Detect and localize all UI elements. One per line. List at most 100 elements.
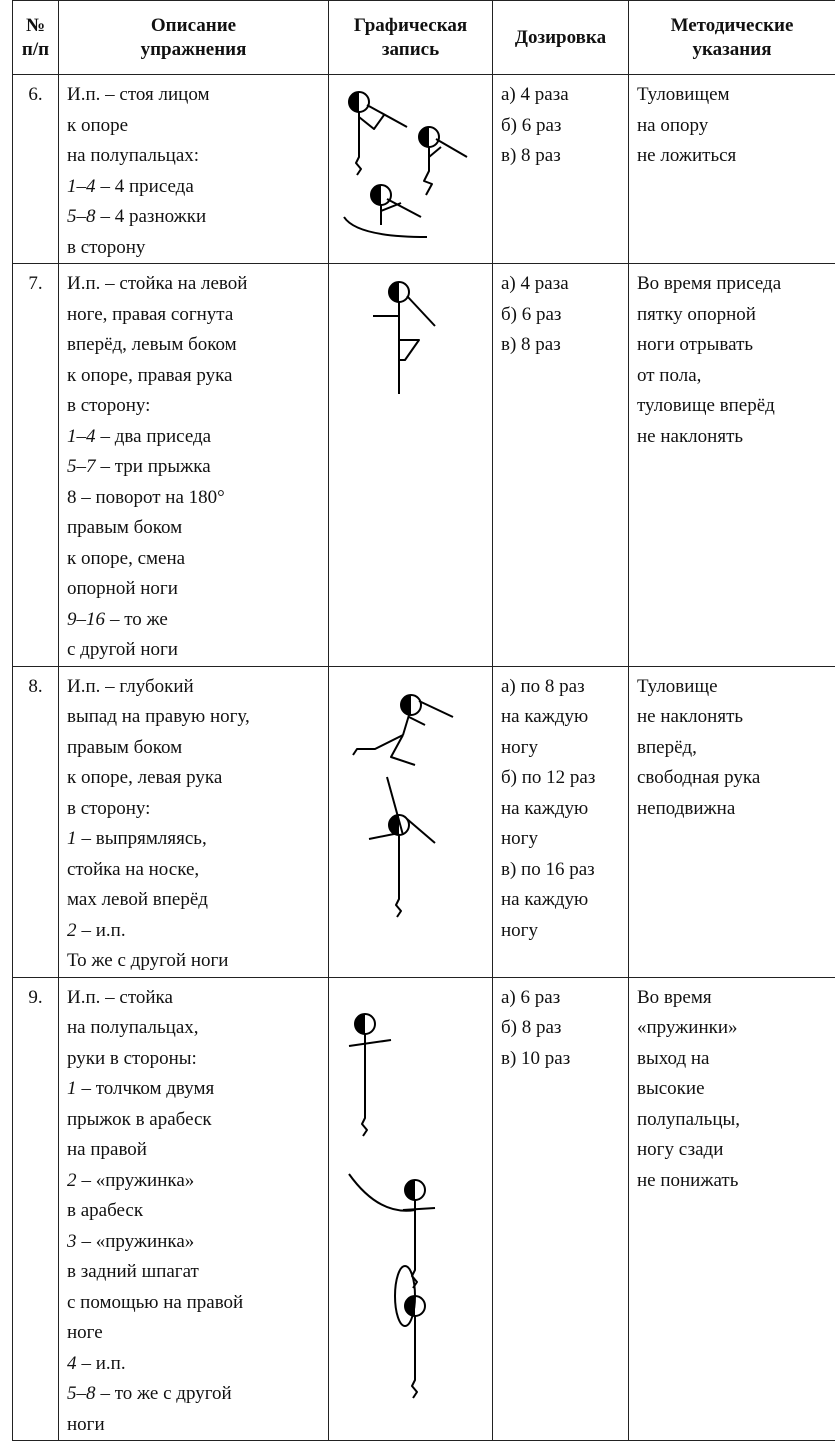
description-line: 5–7– три прыжка <box>67 452 328 483</box>
description-line: 5–8– то же с другой <box>67 1379 328 1410</box>
notes-line: ноги отрывать <box>637 330 835 361</box>
notes-line: ногу сзади <box>637 1135 835 1166</box>
description-line: на правой <box>67 1135 328 1166</box>
row-number: 8. <box>13 667 58 703</box>
description-line: к опоре <box>67 111 328 142</box>
dosage-line: а) по 8 раз <box>501 672 628 703</box>
notes-line: на опору <box>637 111 835 142</box>
description-line: выпад на правую ногу, <box>67 702 328 733</box>
figure-cell <box>329 666 493 977</box>
header-line: п/п <box>13 38 58 62</box>
description-line: И.п. – стойка на левой <box>67 269 328 300</box>
count-text: – «пружинка» <box>82 1170 195 1191</box>
description-line: в арабеск <box>67 1196 328 1227</box>
header-line: Описание <box>59 14 328 38</box>
notes-line: Во время <box>637 983 835 1014</box>
stick-figure <box>329 264 493 631</box>
count: 1–4 <box>67 426 96 447</box>
description-line: И.п. – стоя лицом <box>67 80 328 111</box>
header-line: запись <box>329 38 492 62</box>
figure-cell <box>329 977 493 1441</box>
description-line: мах левой вперёд <box>67 885 328 916</box>
description-line: 1–4– 4 приседа <box>67 172 328 203</box>
notes-line: Туловище <box>637 672 835 703</box>
description-line: 3– «пружинка» <box>67 1227 328 1258</box>
description-line: к опоре, смена <box>67 544 328 575</box>
description-line: 4– и.п. <box>67 1349 328 1380</box>
description-line: в сторону: <box>67 391 328 422</box>
notes-line: неподвижна <box>637 794 835 825</box>
count-text: – «пружинка» <box>82 1231 195 1252</box>
dosage-line: ногу <box>501 733 628 764</box>
dosage-line: в) 8 раз <box>501 141 628 172</box>
stick-figure <box>329 667 493 952</box>
description-line: к опоре, левая рука <box>67 763 328 794</box>
notes-line: туловище вперёд <box>637 391 835 422</box>
description-line: прыжок в арабеск <box>67 1105 328 1136</box>
description-line: 5–8– 4 разножки <box>67 202 328 233</box>
row-number: 7. <box>13 264 58 300</box>
dosage-line: ногу <box>501 824 628 855</box>
count: 2 <box>67 1170 77 1191</box>
notes-line: «пружинки» <box>637 1013 835 1044</box>
dosage-line: в) 10 раз <box>501 1044 628 1075</box>
count-text: – выпрямляясь, <box>82 828 207 849</box>
description-line: с другой ноги <box>67 635 328 666</box>
description-line: 2– и.п. <box>67 916 328 947</box>
dosage-line: в) по 16 раз <box>501 855 628 886</box>
description-line: стойка на носке, <box>67 855 328 886</box>
stick-figure <box>329 75 493 243</box>
notes-line: свободная рука <box>637 763 835 794</box>
description-line: 8 – поворот на 180° <box>67 483 328 514</box>
notes-line: не наклонять <box>637 422 835 453</box>
count: 5–7 <box>67 456 96 477</box>
notes-line: выход на <box>637 1044 835 1075</box>
description-line: опорной ноги <box>67 574 328 605</box>
description-line: на полупальцах: <box>67 141 328 172</box>
description-line: с помощью на правой <box>67 1288 328 1319</box>
count: 4 <box>67 1353 77 1374</box>
count-text: – 4 приседа <box>101 176 194 197</box>
dosage-line: на каждую <box>501 794 628 825</box>
description-line: правым боком <box>67 513 328 544</box>
description-line: 1– толчком двумя <box>67 1074 328 1105</box>
count-text: – толчком двумя <box>82 1078 215 1099</box>
dosage-line: на каждую <box>501 885 628 916</box>
count: 5–8 <box>67 206 96 227</box>
row-number: 9. <box>13 978 58 1014</box>
dosage-line: а) 6 раз <box>501 983 628 1014</box>
description-line: вперёд, левым боком <box>67 330 328 361</box>
description-line: 2– «пружинка» <box>67 1166 328 1197</box>
notes-line: пятку опорной <box>637 300 835 331</box>
header-line: указания <box>629 38 835 62</box>
dosage-line: в) 8 раз <box>501 330 628 361</box>
number-cell: 7. <box>13 264 59 667</box>
notes-line: от пола, <box>637 361 835 392</box>
row-number: 6. <box>13 75 58 111</box>
description-line: в сторону <box>67 233 328 264</box>
figure-cell <box>329 264 493 667</box>
header-cell: Дозировка <box>493 1 629 75</box>
dosage-line: на каждую <box>501 702 628 733</box>
count: 9–16 <box>67 609 105 630</box>
count: 5–8 <box>67 1383 96 1404</box>
